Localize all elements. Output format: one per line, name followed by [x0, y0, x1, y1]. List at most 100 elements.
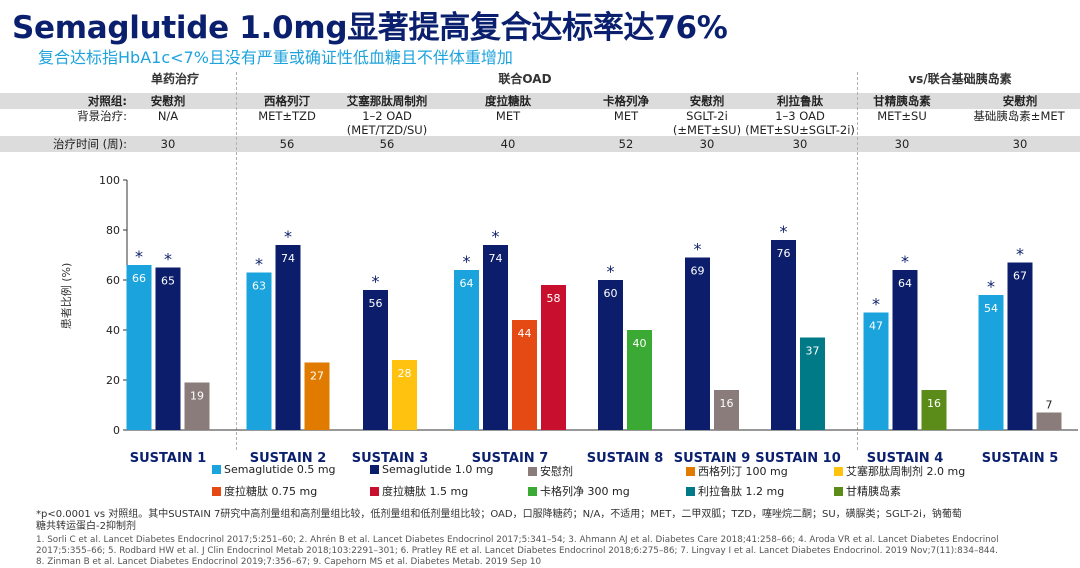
reference-line: 1. Sorli C et al. Lancet Diabetes Endocr…: [36, 535, 999, 545]
significance-star: *: [607, 262, 615, 281]
legend-label: 安慰剂: [540, 465, 573, 478]
significance-star: *: [987, 277, 995, 296]
significance-star: *: [780, 222, 788, 241]
data-label: 67: [1013, 270, 1027, 283]
significance-star: *: [901, 252, 909, 271]
page-subtitle: 复合达标指HbA1c<7%且没有严重或确证性低血糖且不伴体重增加: [38, 48, 513, 67]
data-label: 7: [1046, 399, 1053, 412]
data-label: 27: [310, 370, 324, 383]
category-label: SUSTAIN 3: [352, 451, 429, 466]
significance-star: *: [372, 272, 380, 291]
data-label: 44: [518, 327, 532, 340]
duration-cell: 52: [618, 137, 634, 151]
group-divider: [857, 72, 858, 450]
background-cell: MET±TZD: [258, 109, 316, 123]
legend-swatch: [528, 466, 537, 476]
duration-cell: 30: [1012, 137, 1028, 151]
category-label: SUSTAIN 5: [982, 451, 1059, 466]
background-cell: MET: [495, 109, 521, 123]
bar: [685, 257, 710, 430]
legend-label: 度拉糖肽 1.5 mg: [382, 485, 469, 498]
y-tick-label: 0: [113, 424, 120, 437]
legend-item: 利拉鲁肽 1.2 mg: [686, 483, 784, 499]
data-label: 54: [984, 302, 998, 315]
page-title: Semaglutide 1.0mg显著提高复合达标率达76%: [12, 10, 728, 46]
legend-item: 度拉糖肽 0.75 mg: [212, 483, 317, 499]
legend-swatch: [834, 466, 843, 476]
y-tick-label: 80: [106, 224, 120, 237]
significance-star: *: [164, 250, 172, 269]
category-label: SUSTAIN 9: [674, 451, 751, 466]
legend-swatch: [370, 465, 379, 474]
reference-line: 8. Zinman B et al. Lancet Diabetes Endoc…: [36, 557, 542, 567]
row-label-background: 背景治疗:: [77, 109, 127, 123]
comparator-cell: 西格列汀: [264, 94, 310, 108]
duration-cell: 56: [379, 137, 395, 151]
significance-star: *: [284, 227, 292, 246]
legend-swatch: [834, 486, 843, 496]
significance-star: *: [1016, 245, 1024, 264]
legend-label: Semaglutide 1.0 mg: [382, 463, 494, 476]
data-label: 56: [369, 297, 383, 310]
group-label-insulin: vs/联合基础胰岛素: [908, 72, 1012, 86]
bar: [246, 272, 272, 430]
duration-cell: 30: [699, 137, 715, 151]
data-label: 69: [691, 265, 705, 278]
data-label: 37: [806, 345, 820, 358]
legend-swatch: [212, 465, 221, 474]
data-label: 58: [547, 292, 561, 305]
duration-cell: 30: [160, 137, 176, 151]
bar: [892, 270, 918, 430]
bar: [627, 330, 652, 430]
data-label: 64: [460, 277, 474, 290]
comparator-cell: 安慰剂: [689, 94, 725, 108]
significance-star: *: [463, 252, 471, 271]
bar: [392, 360, 417, 430]
legend-item: 甘精胰岛素: [834, 483, 901, 499]
background-cell: 1–2 OAD (MET/TZD/SU): [346, 109, 428, 137]
legend-label: Semaglutide 0.5 mg: [224, 463, 336, 476]
duration-cell: 30: [894, 137, 910, 151]
bar: [800, 337, 825, 430]
legend-item: 西格列汀 100 mg: [686, 463, 788, 479]
bar: [541, 285, 566, 430]
category-label: SUSTAIN 10: [755, 451, 841, 466]
legend-swatch: [370, 486, 379, 496]
comparator-cell: 卡格列净: [603, 94, 649, 108]
comparator-cell: 度拉糖肽: [485, 94, 531, 108]
data-label: 66: [132, 272, 146, 285]
data-label: 74: [489, 252, 503, 265]
legend-swatch: [686, 466, 695, 476]
significance-star: *: [135, 247, 143, 266]
bar: [275, 245, 301, 430]
legend-swatch: [212, 486, 221, 496]
data-label: 16: [720, 397, 734, 410]
bar: [126, 265, 152, 430]
bar: [304, 362, 330, 430]
footnote-significance: *p<0.0001 vs 对照组。其中SUSTAIN 7研究中高剂量组和高剂量组…: [36, 509, 962, 520]
background-cell: 基础胰岛素±MET: [973, 109, 1065, 123]
category-label: SUSTAIN 1: [130, 451, 207, 466]
data-label: 28: [398, 367, 412, 380]
background-cell: MET: [613, 109, 639, 123]
legend-swatch: [686, 486, 695, 496]
background-cell: N/A: [157, 109, 179, 123]
data-label: 40: [633, 337, 647, 350]
legend-label: 艾塞那肽周制剂 2.0 mg: [846, 465, 966, 478]
significance-star: *: [255, 255, 263, 274]
y-tick-label: 100: [99, 174, 120, 187]
group-divider: [236, 72, 237, 450]
data-label: 65: [161, 275, 175, 288]
significance-star: *: [872, 295, 880, 314]
bar: [921, 390, 947, 430]
bar: [184, 382, 210, 430]
comparator-cell: 安慰剂: [150, 94, 186, 108]
bar: [512, 320, 537, 430]
legend-label: 西格列汀 100 mg: [698, 465, 788, 478]
bar: [363, 290, 388, 430]
category-label: SUSTAIN 7: [472, 451, 549, 466]
y-axis-label: 患者比例 (%): [59, 263, 73, 330]
duration-cell: 56: [279, 137, 295, 151]
y-tick-label: 20: [106, 374, 120, 387]
row-label-duration: 治疗时间 (周):: [52, 137, 127, 151]
